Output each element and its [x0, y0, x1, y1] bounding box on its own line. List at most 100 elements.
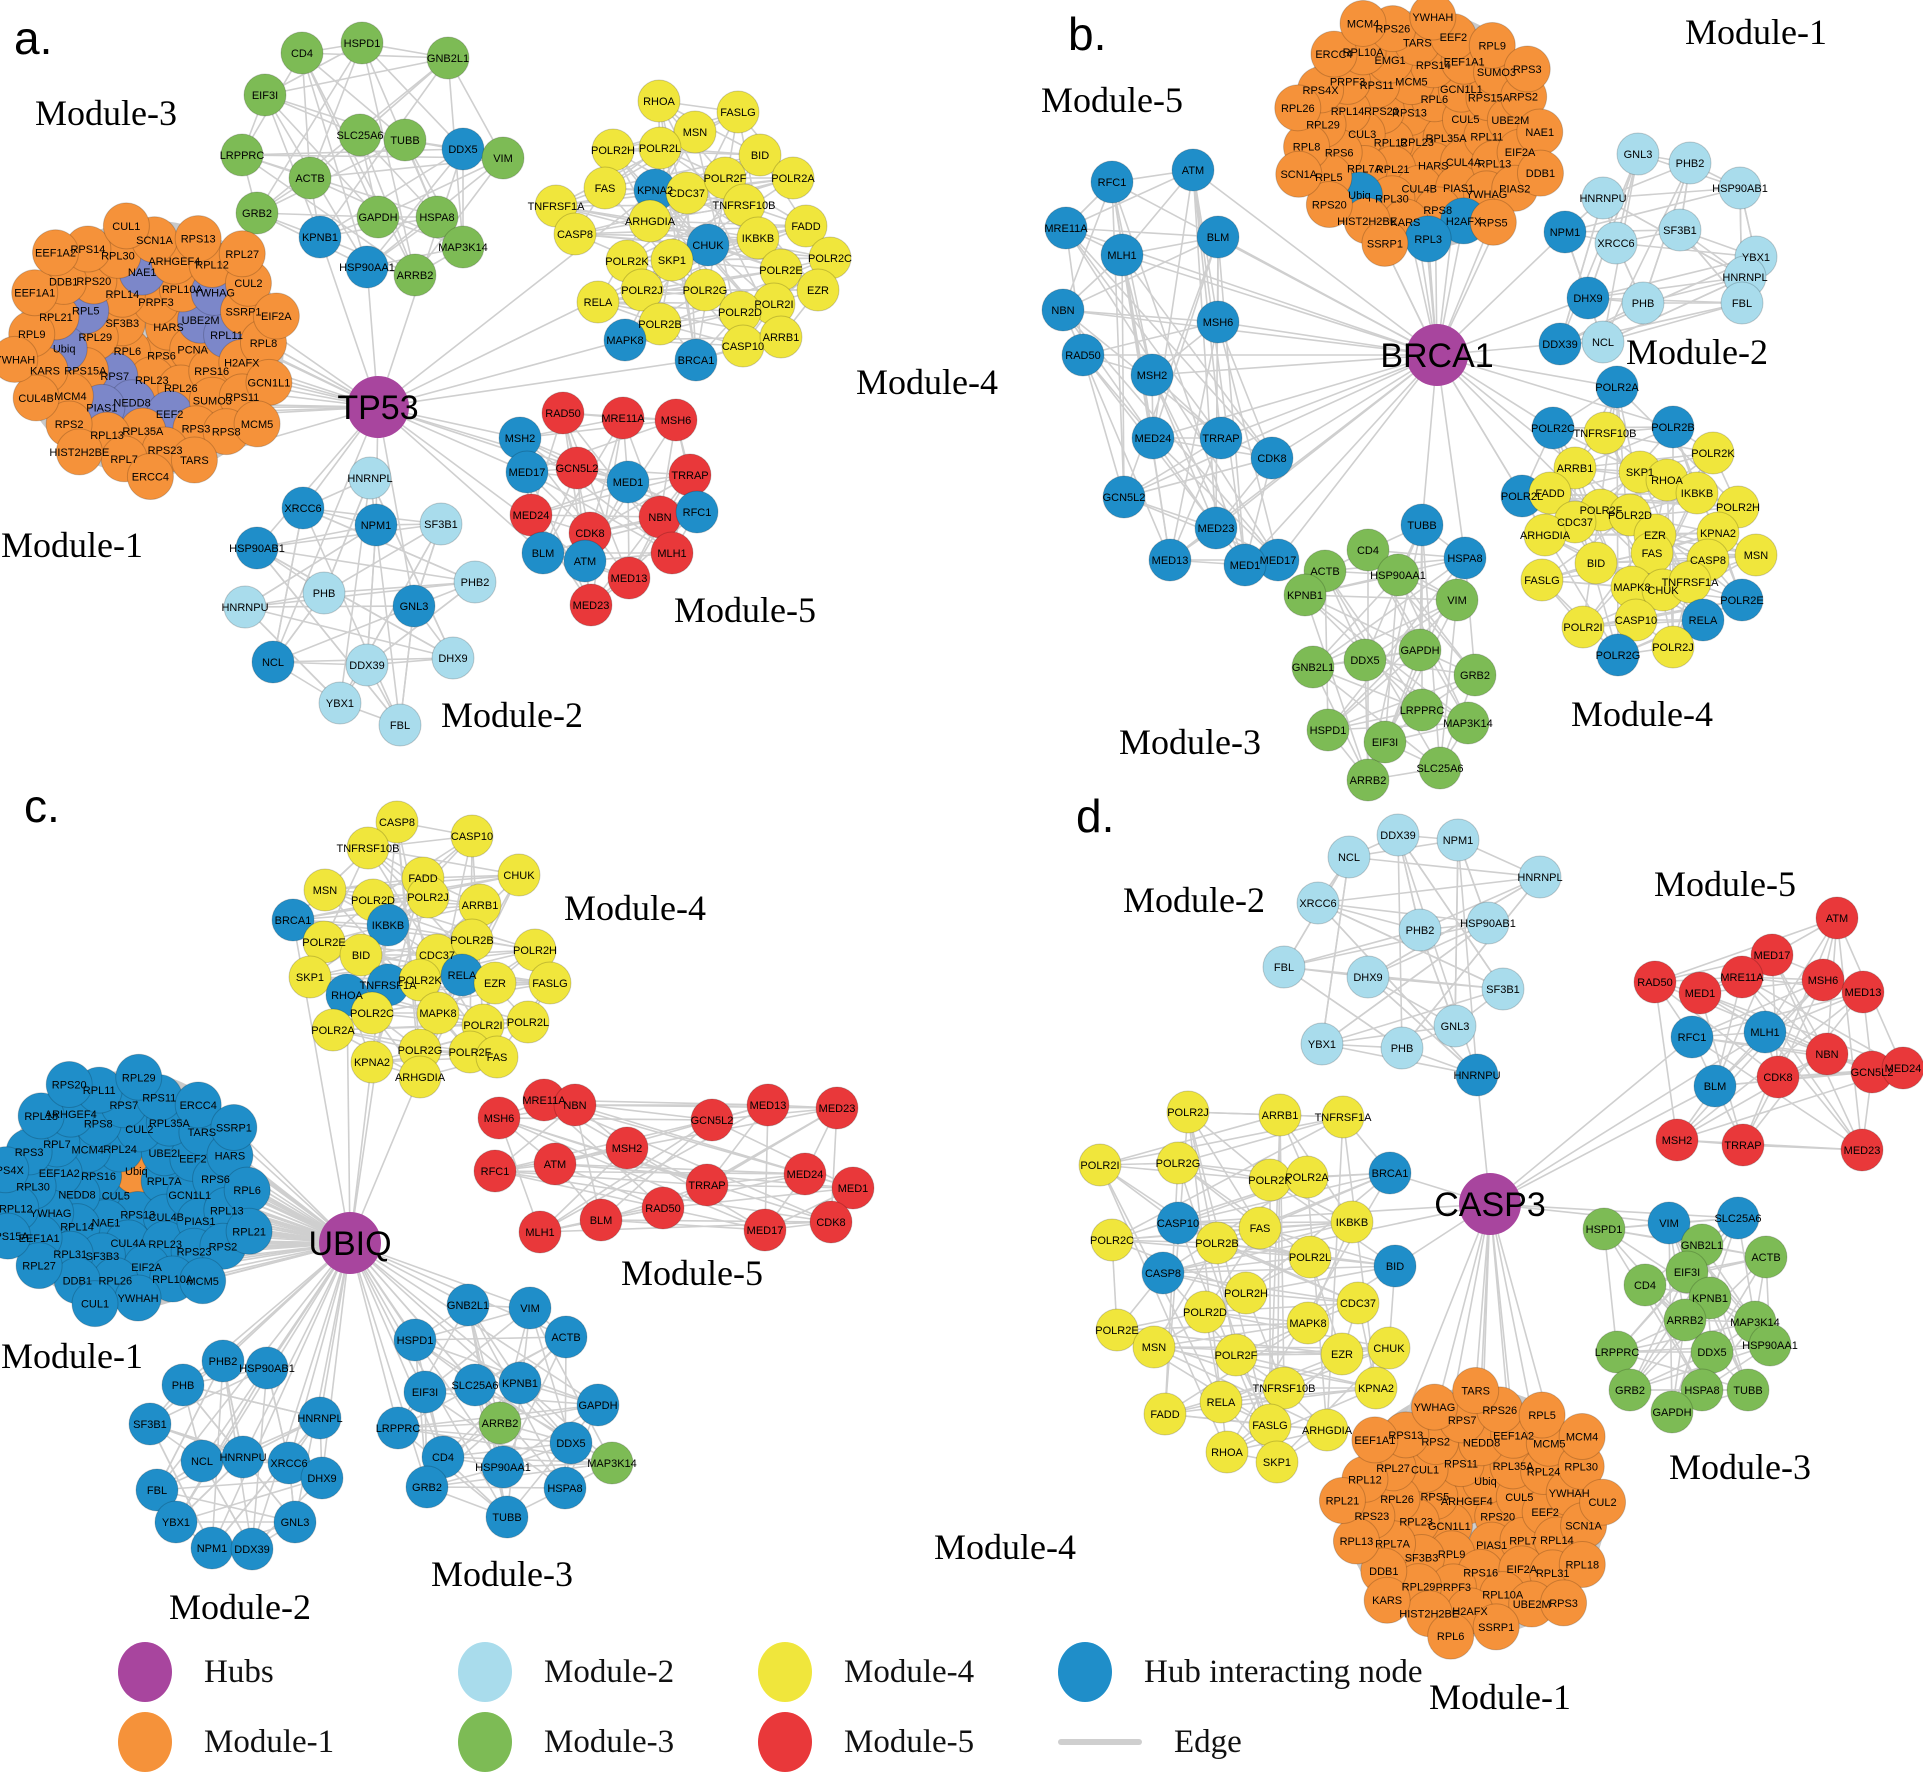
- node-TUBB[interactable]: [1400, 503, 1444, 547]
- node-MED24[interactable]: [1881, 1046, 1923, 1090]
- node-VIM[interactable]: [508, 1286, 552, 1330]
- node-POLR2I[interactable]: [1561, 605, 1605, 649]
- node-IKBKB[interactable]: [366, 903, 410, 947]
- node-SLC25A6[interactable]: [338, 113, 382, 157]
- node-FBL[interactable]: [1720, 281, 1764, 325]
- node-RFC1[interactable]: [1670, 1015, 1714, 1059]
- node-RPL6[interactable]: [1427, 1612, 1475, 1660]
- node-ERCC4[interactable]: [174, 1081, 222, 1129]
- node-HNRNPU[interactable]: [1455, 1053, 1499, 1097]
- node-RPL27[interactable]: [218, 230, 266, 278]
- node-HIST2H2BE[interactable]: [55, 428, 103, 476]
- node-RFC1[interactable]: [675, 490, 719, 534]
- node-BRCA1[interactable]: [674, 338, 718, 382]
- node-HSP90AB1[interactable]: [1466, 901, 1510, 945]
- node-YWHAG[interactable]: [1410, 1383, 1458, 1431]
- node-POLR2B[interactable]: [1651, 405, 1695, 449]
- node-FBL[interactable]: [135, 1468, 179, 1512]
- node-CUL2[interactable]: [1579, 1478, 1627, 1526]
- node-GCN5L2[interactable]: [690, 1098, 734, 1142]
- node-IKBKB[interactable]: [736, 216, 780, 260]
- node-HSP90AA1[interactable]: [1748, 1323, 1792, 1367]
- node-NCL[interactable]: [251, 640, 295, 684]
- node-RPS20[interactable]: [1305, 181, 1353, 229]
- node-MSH6[interactable]: [477, 1096, 521, 1140]
- node-DHX9[interactable]: [1566, 276, 1610, 320]
- node-MAPK8[interactable]: [1286, 1301, 1330, 1345]
- node-EIF3I[interactable]: [243, 73, 287, 117]
- node-SKP1[interactable]: [650, 238, 694, 282]
- node-GCN5L2[interactable]: [1102, 475, 1146, 519]
- node-RPL18[interactable]: [17, 1092, 65, 1140]
- node-MED1[interactable]: [606, 460, 650, 504]
- node-RPL26[interactable]: [1274, 84, 1322, 132]
- node-RPL21[interactable]: [1318, 1477, 1366, 1525]
- node-RPL21[interactable]: [225, 1207, 273, 1255]
- node-MSH6[interactable]: [1801, 958, 1845, 1002]
- node-HNRNPU[interactable]: [1581, 176, 1625, 220]
- node-TUBB[interactable]: [1726, 1368, 1770, 1412]
- node-DDB1[interactable]: [1516, 149, 1564, 197]
- node-FAS[interactable]: [583, 166, 627, 210]
- node-PHB2[interactable]: [201, 1339, 245, 1383]
- node-MSH6[interactable]: [654, 398, 698, 442]
- node-MED13[interactable]: [1148, 538, 1192, 582]
- node-POLR2C[interactable]: [1531, 406, 1575, 450]
- node-DDX5[interactable]: [1343, 638, 1387, 682]
- node-HSPA8[interactable]: [415, 195, 459, 239]
- node-PHB2[interactable]: [1398, 908, 1442, 952]
- node-FAS[interactable]: [1238, 1206, 1282, 1250]
- node-PHB[interactable]: [161, 1363, 205, 1407]
- node-TARS[interactable]: [1452, 1367, 1500, 1415]
- node-SSRP1[interactable]: [1361, 219, 1409, 267]
- node-POLR2A[interactable]: [771, 156, 815, 200]
- node-POLR2D[interactable]: [1183, 1290, 1227, 1334]
- node-HSPA8[interactable]: [1680, 1368, 1724, 1412]
- node-RPS20[interactable]: [45, 1060, 93, 1108]
- node-TNFRSF10B[interactable]: [346, 826, 390, 870]
- node-MED1[interactable]: [1678, 971, 1722, 1015]
- node-CASP10[interactable]: [1156, 1201, 1200, 1245]
- node-CHUK[interactable]: [1367, 1326, 1411, 1370]
- node-POLR2A[interactable]: [1595, 365, 1639, 409]
- node-RELA[interactable]: [1199, 1380, 1243, 1424]
- node-ARRB2[interactable]: [1346, 758, 1390, 802]
- node-MSH2[interactable]: [1130, 353, 1174, 397]
- node-YWHAH[interactable]: [0, 335, 39, 383]
- node-GNB2L1[interactable]: [1291, 645, 1335, 689]
- node-GRB2[interactable]: [1608, 1368, 1652, 1412]
- node-MED13[interactable]: [746, 1083, 790, 1127]
- node-RAD50[interactable]: [541, 391, 585, 435]
- node-MAPK8[interactable]: [603, 318, 647, 362]
- hub-TP53[interactable]: [347, 376, 409, 438]
- node-MRE11A[interactable]: [1720, 955, 1764, 999]
- node-DHX9[interactable]: [1346, 955, 1390, 999]
- node-SKP1[interactable]: [288, 955, 332, 999]
- node-MSN[interactable]: [303, 868, 347, 912]
- node-POLR2B[interactable]: [638, 302, 682, 346]
- node-MCM5[interactable]: [179, 1257, 227, 1305]
- node-POLR2G[interactable]: [1156, 1141, 1200, 1185]
- node-CUL1[interactable]: [102, 202, 150, 250]
- node-POLR2E[interactable]: [1095, 1308, 1139, 1352]
- node-NCL[interactable]: [1581, 320, 1625, 364]
- node-MCM5[interactable]: [233, 400, 281, 448]
- node-CDK8[interactable]: [1250, 436, 1294, 480]
- node-MRE11A[interactable]: [601, 396, 645, 440]
- node-CDC37[interactable]: [665, 171, 709, 215]
- node-TNFRSF1A[interactable]: [1668, 560, 1712, 604]
- node-ARHGDIA[interactable]: [398, 1055, 442, 1099]
- node-CASP8[interactable]: [553, 212, 597, 256]
- node-RELA[interactable]: [576, 280, 620, 324]
- node-LRPPRC[interactable]: [1400, 688, 1444, 732]
- node-ERCC4[interactable]: [126, 453, 174, 501]
- node-RAD50[interactable]: [1633, 960, 1677, 1004]
- node-VIM[interactable]: [481, 136, 525, 180]
- node-IKBKB[interactable]: [1675, 471, 1719, 515]
- node-POLR2A[interactable]: [1285, 1155, 1329, 1199]
- node-POLR2C[interactable]: [350, 991, 394, 1035]
- node-DDX39[interactable]: [345, 643, 389, 687]
- node-SF3B1[interactable]: [128, 1402, 172, 1446]
- node-MLH1[interactable]: [518, 1210, 562, 1254]
- node-EZR[interactable]: [1320, 1332, 1364, 1376]
